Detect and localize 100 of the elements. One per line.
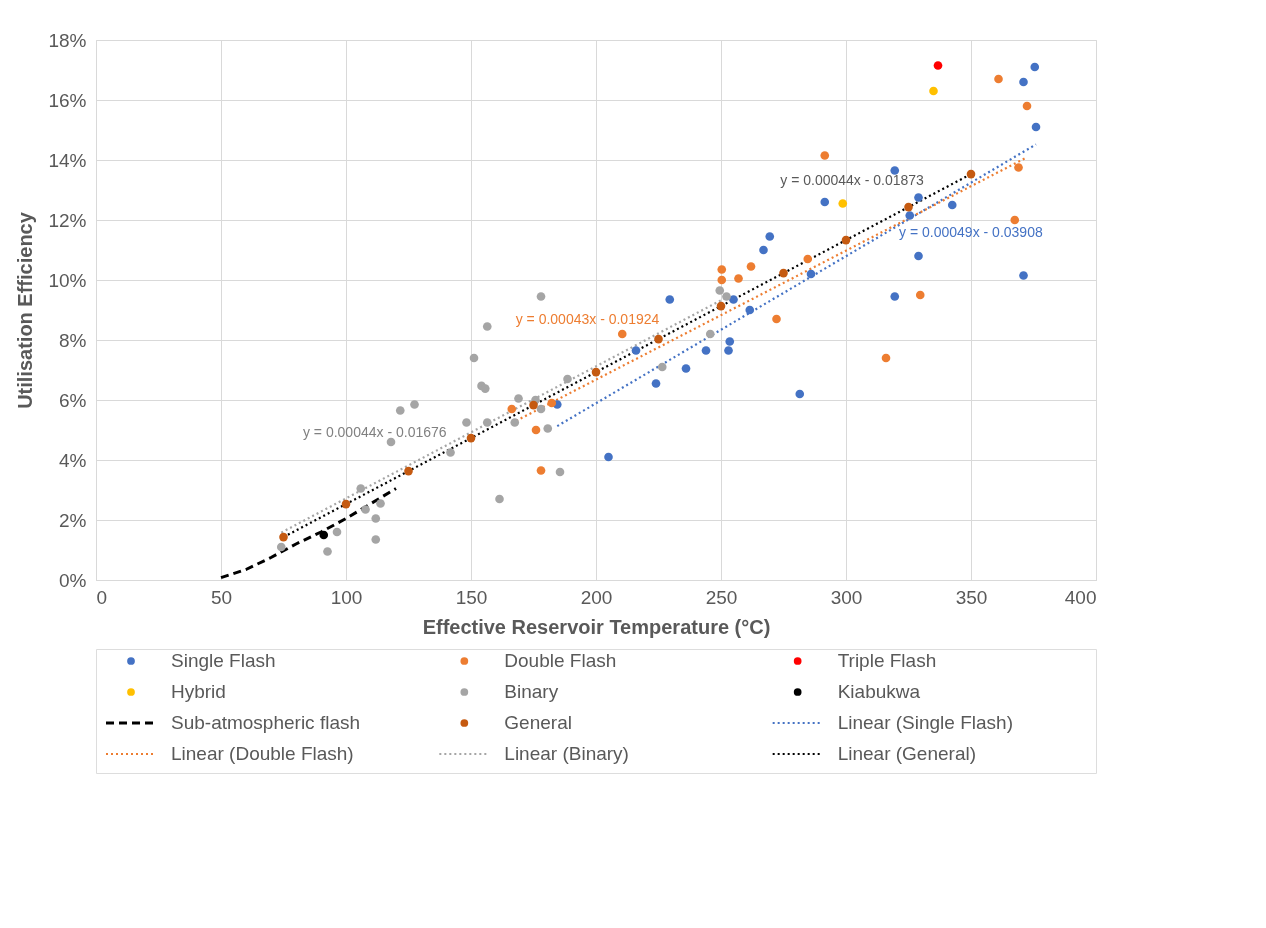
point (482, 418, 492, 427)
point (929, 86, 938, 96)
point (507, 404, 517, 414)
point (717, 265, 727, 274)
point (654, 334, 663, 344)
point (890, 292, 900, 301)
point (341, 499, 351, 509)
point (716, 301, 726, 311)
point (604, 452, 613, 462)
legend-label: Linear (Double Flash) (171, 743, 354, 764)
x-tick-label: 100 (330, 586, 363, 608)
y-tick-label: 14% (48, 149, 87, 171)
point (446, 448, 455, 457)
legend-label: Single Flash (171, 650, 276, 671)
point (536, 292, 546, 301)
point (482, 322, 492, 331)
point (514, 394, 523, 403)
point (779, 268, 788, 278)
point (395, 406, 405, 415)
point (657, 362, 667, 372)
annotation: y = 0.00049x - 0.03908 (899, 223, 1043, 240)
legend-label: Linear (Binary) (504, 743, 629, 764)
y-tick-label: 8% (59, 329, 87, 351)
point (495, 494, 504, 504)
point (563, 374, 572, 384)
point (1030, 62, 1040, 72)
point (904, 202, 913, 212)
point (914, 193, 923, 202)
point (994, 74, 1003, 84)
point (729, 295, 738, 304)
legend-label: Double Flash (504, 650, 617, 671)
y-tick-label: 12% (48, 209, 87, 231)
point (915, 290, 925, 300)
legend-label: Linear (General) (837, 743, 977, 764)
point (772, 314, 781, 324)
legend-label: Kiabukwa (837, 681, 921, 702)
point (820, 197, 830, 207)
legend-label: General (504, 712, 572, 733)
point (725, 337, 735, 346)
point (947, 200, 957, 210)
point (734, 274, 743, 283)
y-tick-label: 16% (48, 89, 87, 111)
point (820, 151, 830, 160)
point (651, 379, 661, 388)
point (371, 535, 381, 544)
point (681, 364, 691, 373)
point (1010, 215, 1020, 225)
y-axis-title: Utilisation Efficiency (14, 211, 37, 409)
y-tick-label: 0% (59, 569, 87, 591)
point (319, 530, 329, 540)
legend-label: Linear (Single Flash) (837, 712, 1013, 733)
point (480, 384, 490, 393)
x-axis-title: Effective Reservoir Temperature (°C) (422, 615, 771, 638)
point (717, 275, 727, 285)
y-tick-label: 18% (48, 29, 87, 51)
point (838, 199, 848, 208)
point (759, 245, 768, 255)
x-tick-label: 0 (96, 586, 108, 608)
annotation: y = 0.00044x - 0.01676 (302, 424, 447, 441)
point (323, 547, 332, 556)
point (746, 262, 756, 271)
point (966, 169, 976, 179)
line-series (219, 487, 398, 580)
legend-label: Triple Flash (837, 650, 937, 671)
point (1019, 77, 1028, 87)
x-tick-label: 150 (455, 586, 488, 608)
x-tick-label: 50 (210, 586, 233, 608)
point (361, 505, 370, 514)
point (276, 542, 286, 552)
point (510, 418, 520, 427)
point (914, 251, 923, 261)
legend-label: Sub-atmospheric flash (171, 712, 361, 733)
legend-label: Hybrid (171, 681, 226, 702)
point (1014, 163, 1023, 172)
x-tick-label: 300 (830, 586, 863, 608)
annotation: y = 0.00044x - 0.01873 (780, 171, 925, 188)
point (591, 367, 601, 377)
point (745, 305, 755, 315)
point (631, 346, 641, 355)
point (466, 433, 476, 443)
point (701, 346, 711, 355)
point (462, 418, 471, 427)
point (905, 211, 915, 220)
point (715, 286, 725, 295)
y-tick-label: 10% (48, 269, 87, 291)
point (933, 61, 943, 70)
legend-label: Binary (504, 681, 559, 702)
x-tick-label: 350 (955, 586, 988, 608)
point (705, 329, 715, 339)
point (371, 514, 381, 523)
annotation: y = 0.00043x - 0.01924 (515, 311, 660, 328)
point (529, 400, 538, 410)
point (376, 499, 385, 508)
y-tick-label: 4% (59, 449, 87, 471)
x-tick-label: 400 (1064, 586, 1097, 608)
y-tick-label: 6% (59, 389, 87, 411)
point (543, 424, 553, 433)
point (890, 166, 900, 175)
point (841, 235, 851, 245)
point (410, 400, 419, 409)
